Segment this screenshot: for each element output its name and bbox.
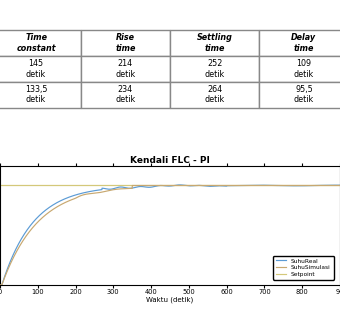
X-axis label: Waktu (detik): Waktu (detik) <box>147 296 193 303</box>
Legend: SuhuReal, SuhuSimulasi, Setpoint: SuhuReal, SuhuSimulasi, Setpoint <box>273 255 334 280</box>
Title: Kendali FLC - PI: Kendali FLC - PI <box>130 156 210 165</box>
